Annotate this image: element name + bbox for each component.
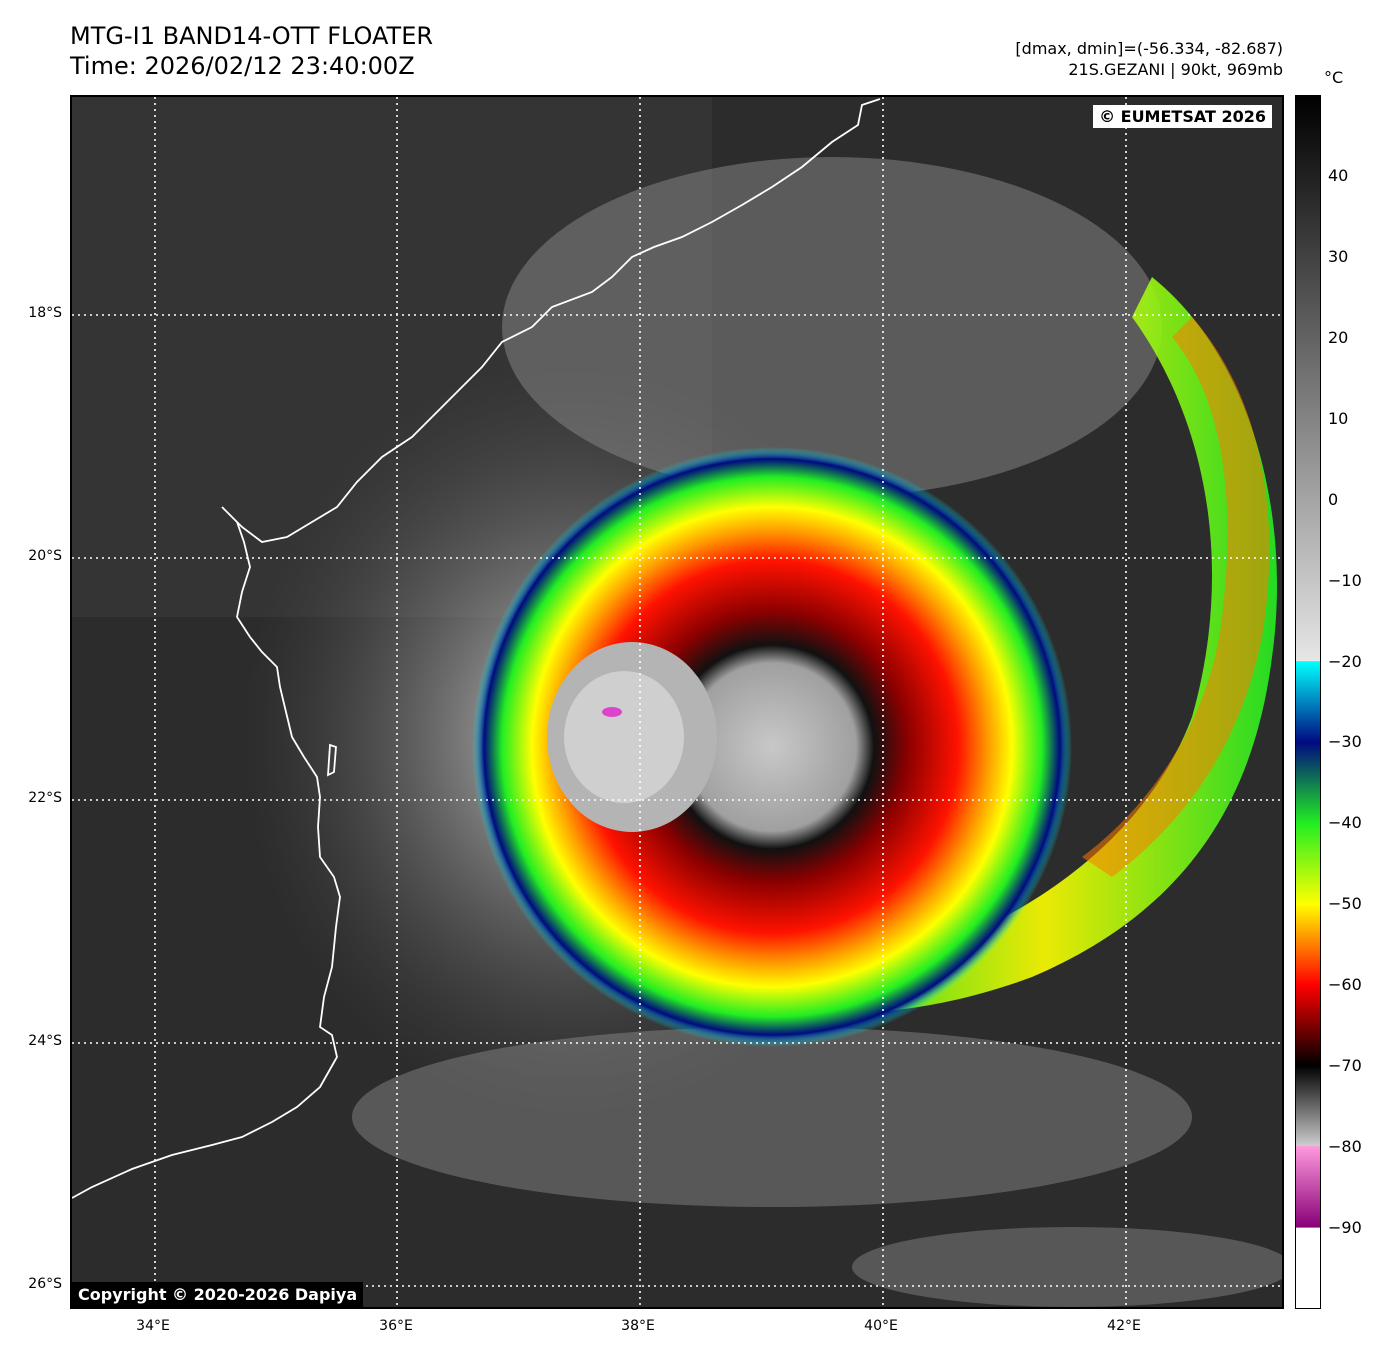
coastline — [72, 98, 881, 1199]
lat-label-22s: 22°S — [28, 790, 62, 806]
colorbar-tick-label: −10 — [1328, 570, 1362, 590]
storm-info: 21S.GEZANI | 90kt, 969mb — [1068, 60, 1283, 79]
lon-label-34e: 34°E — [136, 1318, 170, 1334]
colorbar-tick-label: −40 — [1328, 813, 1362, 833]
lon-label-38e: 38°E — [621, 1318, 655, 1334]
colorbar-tick-label: 0 — [1328, 489, 1339, 509]
lon-label-36e: 36°E — [379, 1318, 413, 1334]
timestamp-title: Time: 2026/02/12 23:40:00Z — [70, 52, 415, 80]
colorbar-tick-label: −20 — [1328, 651, 1362, 671]
colorbar-tick-label: 20 — [1328, 327, 1349, 347]
lon-label-40e: 40°E — [864, 1318, 898, 1334]
colorbar-tick-label: −90 — [1328, 1218, 1362, 1238]
colorbar-tick-label: −50 — [1328, 894, 1362, 914]
colorbar-tick-label: 10 — [1328, 408, 1349, 428]
island — [326, 743, 337, 777]
lat-label-24s: 24°S — [28, 1033, 62, 1049]
dmax-dmin-readout: [dmax, dmin]=(-56.334, -82.687) — [1015, 39, 1283, 58]
colorbar-tick-label: 40 — [1328, 165, 1349, 185]
colorbar-tick-label: 30 — [1328, 246, 1349, 266]
satellite-map: © EUMETSAT 2026 Copyright © 2020-2026 Da… — [70, 95, 1284, 1309]
eumetsat-copyright: © EUMETSAT 2026 — [1093, 105, 1272, 128]
satellite-image — [72, 97, 1282, 1307]
dapiya-copyright: Copyright © 2020-2026 Dapiya — [72, 1282, 364, 1307]
colorbar-tick-label: −80 — [1328, 1137, 1362, 1157]
lat-label-26s: 26°S — [28, 1276, 62, 1292]
colorbar-tick-label: −30 — [1328, 732, 1362, 752]
colorbar-unit: °C — [1324, 68, 1344, 87]
colorbar-tick-label: −70 — [1328, 1056, 1362, 1076]
temperature-colorbar — [1295, 95, 1321, 1309]
colorbar-tick-label: −60 — [1328, 975, 1362, 995]
lat-label-18s: 18°S — [28, 305, 62, 321]
lat-label-20s: 20°S — [28, 548, 62, 564]
lon-label-42e: 42°E — [1107, 1318, 1141, 1334]
product-title: MTG-I1 BAND14-OTT FLOATER — [70, 22, 434, 50]
